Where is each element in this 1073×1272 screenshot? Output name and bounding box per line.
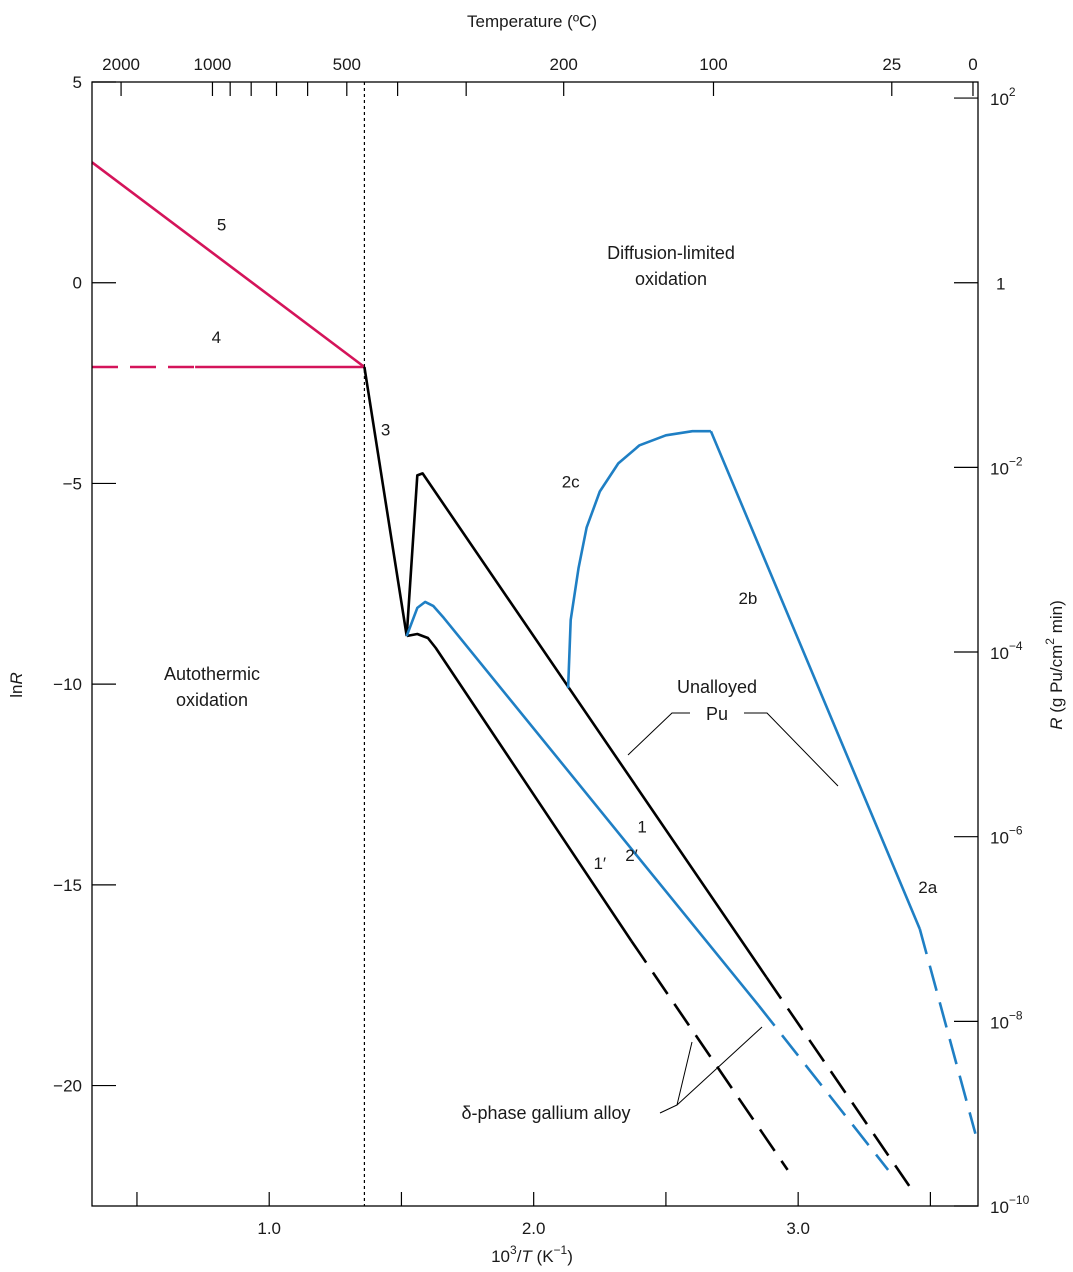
unalloyed-leader-left <box>627 712 690 756</box>
x-tick-label: 2.0 <box>522 1219 546 1238</box>
right-tick-label: 10−4 <box>990 639 1023 663</box>
right-tick-label: 1 <box>996 275 1005 294</box>
x-tick-label: 3.0 <box>786 1219 810 1238</box>
top-tick-label: 500 <box>333 55 361 74</box>
curve-label: 2c <box>562 472 580 491</box>
autothermic-label: Autothermic <box>164 664 260 684</box>
delta-leader-2 <box>676 1026 763 1106</box>
series-line-0 <box>91 161 366 369</box>
curve-label: 2′ <box>625 846 638 865</box>
curve-label: 3 <box>381 420 390 439</box>
top-axis-ticks: 2000 1000 500 200 100 25 0 <box>102 55 978 96</box>
curve-label: 1′ <box>593 854 606 873</box>
series-line-5 <box>765 976 911 1187</box>
series-line-7 <box>630 940 789 1171</box>
right-tick-label: 10−8 <box>990 1008 1023 1032</box>
series-line-8 <box>405 600 760 1007</box>
left-axis-ticks: 5 0 −5 −10 −15 −20 <box>53 73 116 1096</box>
unalloyed-leader-right <box>744 712 839 787</box>
series-line-4 <box>405 472 768 978</box>
top-tick-label: 2000 <box>102 55 140 74</box>
delta-leader-1 <box>659 1041 693 1114</box>
series-line-9 <box>757 1004 890 1171</box>
top-tick-label: 25 <box>882 55 901 74</box>
curve-labels: 5 4 3 2c 2b 1 2′ 1′ 2a <box>212 216 938 897</box>
top-axis-title: Temperature (ºC) <box>467 12 597 31</box>
right-tick-label: 10−2 <box>990 454 1023 478</box>
x-axis-title: 103/T (K−1) <box>491 1243 573 1266</box>
series-line-3 <box>363 366 408 637</box>
top-tick-label: 0 <box>968 55 977 74</box>
plot-frame <box>91 81 979 1207</box>
y-tick-label: −5 <box>63 474 82 493</box>
y-tick-label: −20 <box>53 1077 82 1096</box>
autothermic-label-2: oxidation <box>176 690 248 710</box>
unalloyed-pu-label-2: Pu <box>706 704 728 724</box>
curve-label: 2b <box>738 589 757 608</box>
data-lines <box>91 161 977 1187</box>
y-tick-label: 0 <box>73 274 82 293</box>
y-tick-label: −10 <box>53 675 82 694</box>
y-axis-title-right: R (g Pu/cm2 min) <box>1043 600 1066 730</box>
curve-label: 1 <box>637 818 646 837</box>
top-tick-label: 1000 <box>194 55 232 74</box>
series-line-12 <box>918 928 977 1135</box>
series-line-6 <box>406 632 633 942</box>
unalloyed-pu-label: Unalloyed <box>677 677 757 697</box>
bottom-axis-ticks: 1.0 2.0 3.0 <box>136 1192 931 1238</box>
series-line-11 <box>709 430 921 930</box>
diffusion-limited-label: Diffusion-limited <box>607 243 735 263</box>
diffusion-limited-label-2: oxidation <box>635 269 707 289</box>
y-axis-title-left: lnR <box>7 672 26 698</box>
right-axis-ticks: 102 1 10−2 10−4 10−6 10−8 10−10 <box>954 85 1030 1217</box>
right-tick-label: 102 <box>990 85 1016 109</box>
y-tick-label: 5 <box>73 73 82 92</box>
delta-alloy-label: δ-phase gallium alloy <box>461 1103 630 1123</box>
top-tick-label: 200 <box>550 55 578 74</box>
curve-label: 2a <box>918 878 937 897</box>
x-tick-label: 1.0 <box>257 1219 281 1238</box>
curve-label: 5 <box>217 216 226 235</box>
series-line-10 <box>566 429 711 689</box>
right-tick-label: 10−6 <box>990 824 1023 848</box>
top-tick-label: 100 <box>699 55 727 74</box>
curve-label: 4 <box>212 328 221 347</box>
y-tick-label: −15 <box>53 876 82 895</box>
right-tick-label: 10−10 <box>990 1193 1030 1217</box>
